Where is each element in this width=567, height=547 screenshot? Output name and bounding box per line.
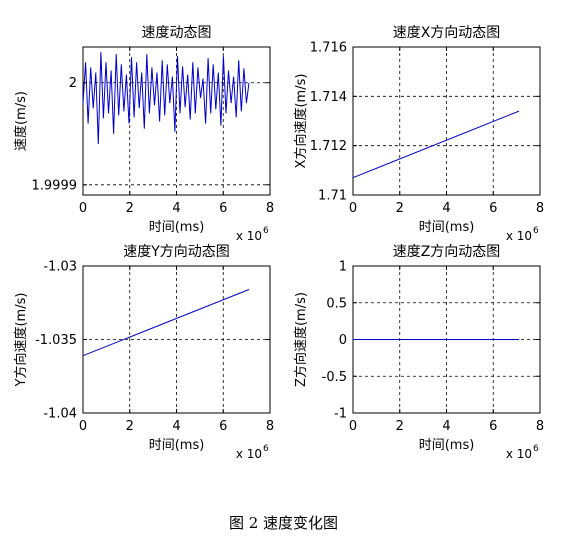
x-tick-label: 4 xyxy=(442,201,450,216)
x-multiplier-exponent: 6 xyxy=(263,444,269,454)
x-tick-label: 4 xyxy=(442,419,450,434)
y-axis-label: X方向速度(m/s) xyxy=(293,74,309,169)
y-tick-label: -1.03 xyxy=(43,260,77,275)
x-axis-label: 时间(ms) xyxy=(419,438,475,453)
y-tick-label: 1.714 xyxy=(310,90,347,105)
x-tick-label: 0 xyxy=(79,419,87,434)
x-axis-label: 时间(ms) xyxy=(149,220,205,235)
x-multiplier-label: x 10 xyxy=(506,447,532,461)
y-tick-label: -1 xyxy=(334,407,347,422)
series-line xyxy=(352,110,520,179)
x-tick-label: 2 xyxy=(396,201,404,216)
x-tick-label: 2 xyxy=(126,201,134,216)
x-tick-label: 8 xyxy=(266,201,274,216)
x-tick-label: 4 xyxy=(172,201,180,216)
x-tick-label: 8 xyxy=(266,419,274,434)
y-tick-label: 1.716 xyxy=(310,41,347,56)
x-tick-label: 6 xyxy=(219,419,227,434)
subplot-title: 速度X方向动态图 xyxy=(393,25,501,41)
x-tick-label: 4 xyxy=(172,419,180,434)
x-tick-label: 2 xyxy=(396,419,404,434)
y-tick-label: 1 xyxy=(339,260,347,275)
subplot-title: 速度Y方向动态图 xyxy=(123,244,230,260)
x-tick-label: 0 xyxy=(349,419,357,434)
figure-caption: 图 2 速度变化图 xyxy=(228,514,339,532)
x-axis-label: 时间(ms) xyxy=(419,220,475,235)
x-tick-label: 6 xyxy=(489,419,497,434)
x-tick-label: 0 xyxy=(79,201,87,216)
series-line xyxy=(82,52,250,145)
x-multiplier-label: x 10 xyxy=(236,229,262,243)
x-tick-label: 2 xyxy=(126,419,134,434)
x-multiplier-exponent: 6 xyxy=(263,226,269,236)
x-multiplier-exponent: 6 xyxy=(533,444,539,454)
y-axis-label: Z方向速度(m/s) xyxy=(293,292,309,387)
subplot-title: 速度Z方向动态图 xyxy=(393,244,501,260)
y-tick-label: 2 xyxy=(69,76,77,91)
y-axis-label: 速度(m/s) xyxy=(13,91,29,151)
y-tick-label: -1.035 xyxy=(35,333,77,348)
x-tick-label: 6 xyxy=(489,201,497,216)
y-tick-label: 0.5 xyxy=(326,296,347,311)
x-multiplier-label: x 10 xyxy=(506,229,532,243)
x-tick-label: 8 xyxy=(536,201,544,216)
subplot-title: 速度动态图 xyxy=(142,25,212,41)
y-tick-label: -1.04 xyxy=(43,407,77,422)
y-tick-label: 1.71 xyxy=(318,189,347,204)
y-tick-label: 0 xyxy=(339,333,347,348)
x-tick-label: 8 xyxy=(536,419,544,434)
y-axis-label: Y方向速度(m/s) xyxy=(13,293,29,388)
x-multiplier-exponent: 6 xyxy=(533,226,539,236)
y-tick-label: -0.5 xyxy=(322,370,347,385)
y-tick-label: 1.9999 xyxy=(32,178,78,193)
x-axis-label: 时间(ms) xyxy=(149,438,205,453)
x-tick-label: 6 xyxy=(219,201,227,216)
y-tick-label: 1.712 xyxy=(310,139,347,154)
x-tick-label: 0 xyxy=(349,201,357,216)
x-multiplier-label: x 10 xyxy=(236,447,262,461)
series-line xyxy=(82,289,250,357)
